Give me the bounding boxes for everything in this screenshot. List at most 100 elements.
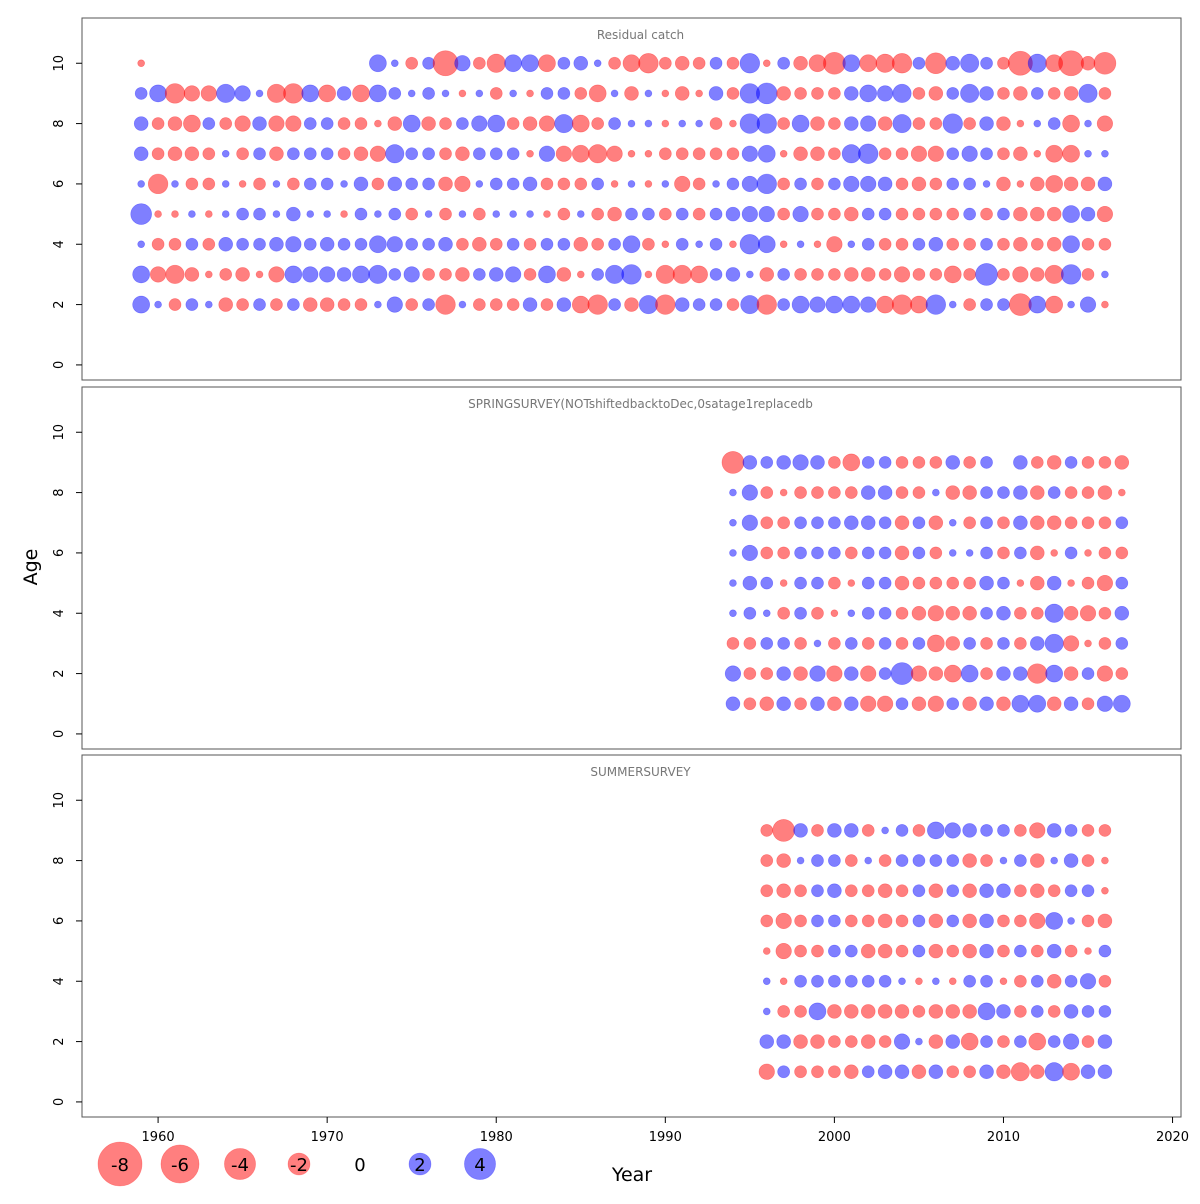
bubble-point [811,546,824,560]
bubble-point [810,116,825,131]
bubble-point [695,119,703,128]
bubble-point [268,115,285,132]
bubble-point [638,53,659,74]
bubble-point [927,695,944,712]
bubble-point [1030,606,1044,620]
bubble-point [1101,886,1109,895]
bubble-point [844,823,859,838]
bubble-point [489,147,503,161]
bubble-point [997,576,1010,590]
bubble-point [405,177,419,191]
bubble-point [1115,667,1129,680]
bubble-point [1046,236,1062,252]
bubble-point [205,210,213,218]
bubble-point [962,823,977,838]
bubble-point [1013,206,1028,222]
bubble-point [369,54,387,73]
bubble-point [606,145,623,162]
bubble-point [473,268,486,281]
bubble-point [961,145,978,162]
bubble-point [1081,456,1095,469]
bubble-point [200,85,217,102]
bubble-point [847,609,856,618]
bubble-point [1081,516,1095,530]
bubble-point [1014,854,1027,867]
bubble-point [979,883,994,899]
bubble-point [1033,119,1042,128]
bubble-point [1097,176,1113,192]
bubble-point [1096,115,1114,132]
legend-label: 0 [354,1155,365,1176]
bubble-point [740,295,760,315]
bubble-point [760,456,774,469]
bubble-point [405,237,419,251]
bubble-point [997,1035,1010,1048]
bubble-point [219,268,233,281]
bubble-point [402,114,421,133]
bubble-point [610,89,619,98]
bubble-point [1013,236,1028,252]
bubble-point [489,237,503,251]
bubble-point [844,1035,858,1048]
bubble-point [506,177,520,191]
bubble-point [726,298,740,311]
bubble-point [777,207,790,221]
bubble-point [337,117,351,130]
bubble-point [929,177,943,191]
bubble-point [235,267,250,282]
bubble-point [963,237,976,251]
bubble-point [506,237,520,251]
bubble-point [997,824,1010,837]
bubble-point [796,856,805,865]
bubble-point [793,666,808,681]
bubble-point [760,576,774,590]
y-tick-label: 0 [52,361,67,369]
bubble-point [844,944,858,958]
bubble-point [607,206,622,222]
bubble-point [794,268,807,281]
bubble-point [540,298,554,311]
bubble-point [1030,237,1044,251]
bubble-point [655,294,676,315]
x-tick-label: 2000 [818,1130,851,1145]
bubble-point [980,974,993,988]
bubble-point [1013,146,1028,162]
bubble-point [1098,87,1112,100]
bubble-point [318,84,336,103]
bubble-point [627,180,636,188]
bubble-point [540,87,554,100]
bubble-point [860,267,876,282]
bubble-point [911,1064,927,1080]
bubble-point [661,240,670,249]
bubble-point [133,116,149,131]
bubble-point [644,89,653,98]
bubble-point [810,696,825,712]
bubble-point [538,115,556,132]
bubble-point [506,117,520,130]
bubble-point [928,1004,944,1019]
bubble-point [644,270,653,279]
bubble-point [999,856,1008,865]
bubble-point [422,177,435,191]
bubble-point [526,89,534,98]
bubble-point [543,210,551,218]
bubble-point [1014,974,1027,988]
bubble-point [894,545,910,561]
bubble-point [878,237,892,251]
bubble-point [523,268,537,281]
y-tick-label: 4 [52,609,67,617]
bubble-point [962,913,977,929]
bubble-point [287,177,300,191]
bubble-point [962,485,977,500]
bubble-point [149,84,167,103]
bubble-point [369,235,387,254]
bubble-point [741,206,758,223]
bubble-point [205,300,213,309]
bubble-point [709,56,723,70]
bubble-point [137,240,145,249]
bubble-point [979,943,994,959]
bubble-point [1078,83,1098,103]
bubble-point [1098,637,1112,650]
bubble-point [621,264,642,285]
legend-label: -2 [290,1155,308,1176]
